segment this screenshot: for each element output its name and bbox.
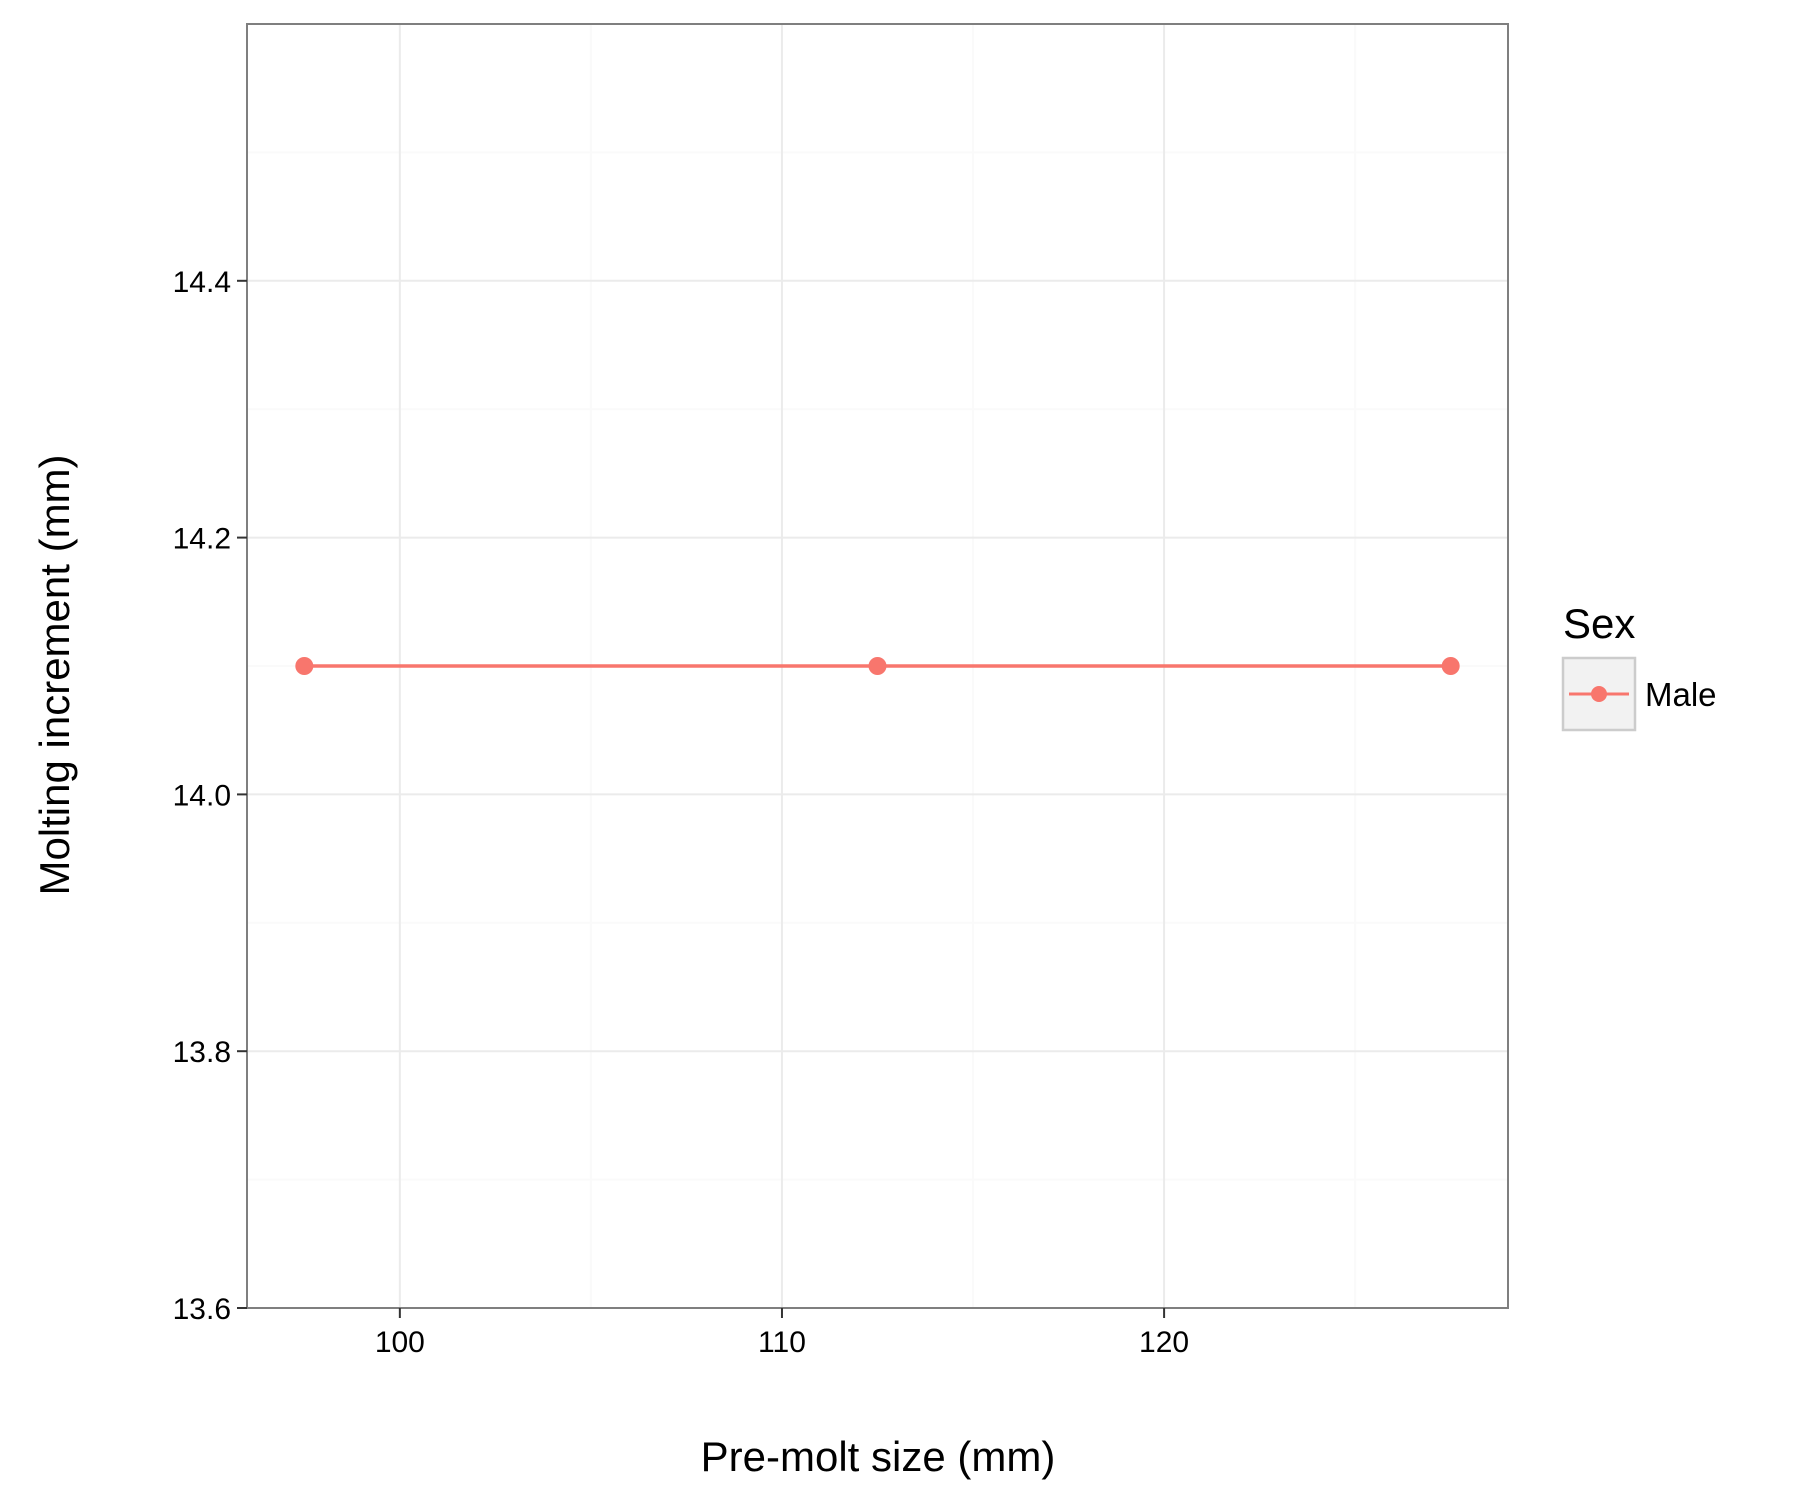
y-tick-label: 13.6 — [173, 1293, 231, 1326]
x-tick-label: 100 — [375, 1326, 425, 1359]
data-point — [295, 657, 314, 675]
y-tick-label: 14.0 — [173, 779, 231, 812]
legend-key-point — [1591, 686, 1607, 702]
y-tick-label: 14.2 — [173, 523, 231, 556]
series-layer — [295, 657, 1460, 675]
legend-label-male: Male — [1645, 676, 1717, 713]
data-point — [868, 657, 887, 675]
y-tick-label: 13.8 — [173, 1036, 231, 1069]
legend-title: Sex — [1563, 600, 1635, 647]
y-axis-title: Molting increment (mm) — [31, 454, 78, 895]
x-tick-label: 110 — [758, 1326, 806, 1359]
data-point — [1441, 657, 1460, 675]
x-axis-title: Pre-molt size (mm) — [701, 1433, 1056, 1480]
legend: Sex Male — [1561, 600, 1717, 732]
plot-panel-border — [246, 23, 1509, 1309]
y-axis: 13.6 13.8 14.0 14.2 14.4 — [173, 266, 247, 1326]
x-tick-label: 120 — [1139, 1326, 1189, 1359]
y-tick-label: 14.4 — [173, 266, 231, 299]
x-axis: 100 110 120 — [375, 1308, 1189, 1359]
